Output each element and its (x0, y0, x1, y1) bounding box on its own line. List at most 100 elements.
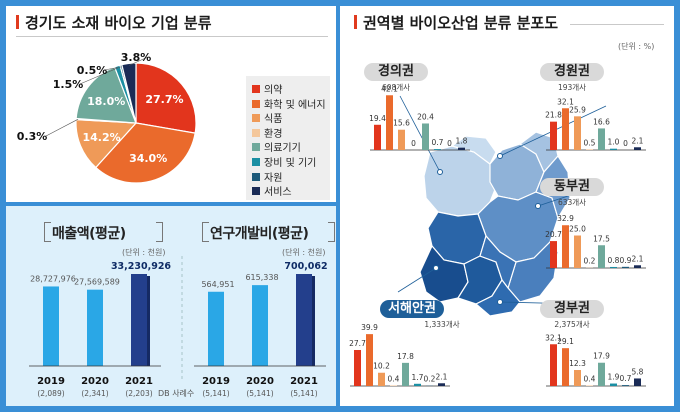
bar (622, 385, 629, 386)
bar-value-label: 17.9 (593, 352, 610, 361)
bar (87, 289, 103, 366)
bar-value-label: 12.3 (569, 359, 586, 368)
bar-value-label: 21.8 (545, 111, 562, 120)
bar (43, 286, 59, 366)
bar (586, 385, 593, 386)
distribution-title-text: 권역별 바이오산업 분류 분포도 (363, 14, 559, 32)
bracket-left (202, 222, 209, 242)
region-count: 608개사 (381, 83, 411, 92)
bar-value-label: 42.1 (381, 84, 398, 93)
bar (562, 225, 569, 268)
bar (610, 383, 617, 386)
bar-value-label: 19.4 (369, 114, 386, 123)
bar (131, 274, 147, 366)
bar (390, 385, 397, 386)
connector-dot (535, 203, 541, 209)
region-badge: 경부권 (540, 300, 604, 318)
bar-value-label: 27,569,589 (74, 278, 120, 287)
pie-leader-line (45, 118, 79, 137)
bar (574, 235, 581, 268)
legend-swatch (252, 128, 260, 137)
legend-label: 의약 (264, 85, 283, 96)
bar (634, 378, 641, 386)
db-label: DB 사례수 (158, 389, 195, 398)
legend-item: 장비 및 기기 (252, 154, 316, 169)
bar-value-label: 2.1 (436, 372, 448, 381)
legend-swatch (252, 172, 260, 181)
region-count: 2,375개사 (554, 320, 590, 329)
pie-slice (94, 122, 196, 184)
region-count: 193개사 (557, 83, 587, 92)
bar-value-label: 25.0 (569, 225, 586, 234)
bar-value-label: 1.0 (608, 138, 620, 147)
region-badge: 서해안권 (380, 300, 444, 318)
bar (366, 334, 373, 386)
legend-label: 의료기기 (264, 143, 301, 155)
distribution-unit: (단위 : %) (618, 42, 655, 51)
bar-value-label: 0.2 (584, 257, 596, 266)
x-tick-label: 2021 (125, 376, 153, 387)
bar (562, 108, 569, 150)
bar (598, 128, 605, 150)
bar (386, 95, 393, 150)
bar-value-label: 32.9 (557, 214, 574, 223)
pie-slice (135, 62, 197, 134)
bar-value-label: 0.9 (620, 256, 632, 265)
bar-value-label: 0.7 (620, 374, 632, 383)
region-badge: 경원권 (540, 63, 604, 81)
bar (414, 383, 421, 386)
sample-size-label: (2,089) (37, 389, 64, 398)
map-region-west (419, 211, 503, 305)
classification-title: 경기도 소재 바이오 기업 분류 (16, 12, 212, 33)
bar-value-label: 17.8 (397, 352, 414, 361)
bar-value-label: 2.1 (632, 136, 644, 145)
bar (354, 349, 361, 386)
bar (458, 147, 465, 150)
legend-item: 의료기기 (252, 139, 301, 154)
x-tick-label: 2019 (202, 376, 230, 387)
legend-item: 서비스 (252, 183, 292, 198)
bar (610, 148, 617, 150)
sample-size-label: (5,141) (290, 389, 317, 398)
legend-item: 화학 및 에너지 (252, 96, 326, 111)
legend-swatch (252, 99, 260, 108)
pie-label: 34.0% (129, 152, 167, 165)
sample-size-label: (2,203) (125, 389, 152, 398)
sales-title: 매출액(평균) (52, 226, 126, 242)
legend-item: 환경 (252, 125, 282, 140)
pie-leader-line (128, 56, 149, 66)
region-count: 1,333개사 (424, 320, 460, 329)
bar-value-label: 10.2 (373, 362, 390, 371)
connector-dot (497, 153, 503, 159)
legend-label: 장비 및 기기 (264, 158, 317, 169)
bar (598, 362, 605, 386)
bar (422, 123, 429, 150)
title-marker (354, 15, 357, 29)
bar (434, 149, 441, 150)
legend-label: 자원 (264, 172, 283, 184)
bar-value-label: 700,062 (284, 261, 327, 272)
legend-item: 자원 (252, 169, 282, 184)
bar-value-label: 0.4 (584, 374, 596, 383)
pie-slice (75, 118, 138, 169)
bar (574, 370, 581, 386)
pie-label: 14.2% (83, 131, 121, 144)
bar-shadow (147, 276, 150, 366)
bar (378, 372, 385, 386)
bar-value-label: 20.4 (417, 112, 434, 121)
distribution-title: 권역별 바이오산업 분류 분포도 (354, 12, 558, 33)
x-tick-label: 2020 (246, 376, 274, 387)
finance-panel: 매출액(평균) (단위 : 천원) 연구개발비(평균) (단위 : 천원) 28… (6, 206, 336, 406)
bar (586, 149, 593, 150)
bar-value-label: 29.1 (557, 337, 574, 346)
bar (598, 245, 605, 268)
pie-label: 27.7% (145, 93, 183, 106)
map-region-east (477, 154, 571, 303)
distribution-panel: 권역별 바이오산업 분류 분포도 (단위 : %) (340, 6, 674, 406)
bar-value-label: 16.6 (593, 117, 610, 126)
bracket-right (156, 222, 163, 242)
legend-label: 식품 (264, 114, 283, 126)
bar-value-label: 17.5 (593, 234, 610, 243)
